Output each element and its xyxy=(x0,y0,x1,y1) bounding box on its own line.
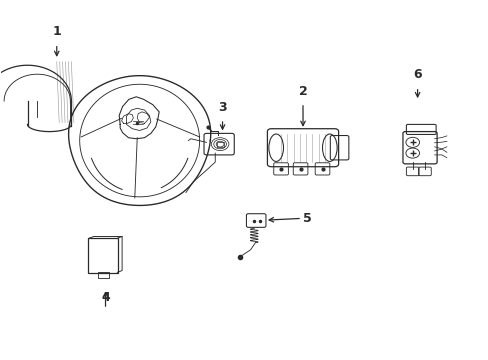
Text: 4: 4 xyxy=(101,291,110,304)
Text: 5: 5 xyxy=(303,212,311,225)
Text: 2: 2 xyxy=(298,85,307,98)
Text: 1: 1 xyxy=(52,25,61,39)
Text: 6: 6 xyxy=(412,68,421,81)
Text: 3: 3 xyxy=(218,101,226,114)
